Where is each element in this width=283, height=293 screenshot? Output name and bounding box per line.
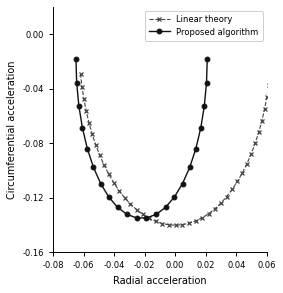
Linear theory <box>94 143 97 146</box>
Proposed algorithm <box>145 216 148 220</box>
Linear theory <box>79 72 82 76</box>
Linear theory <box>257 130 260 134</box>
Linear theory <box>154 220 157 223</box>
Linear theory <box>102 163 106 167</box>
Linear theory <box>245 162 249 165</box>
Proposed algorithm <box>75 81 78 84</box>
Linear theory <box>161 222 164 225</box>
Proposed algorithm <box>155 213 158 216</box>
Line: Linear theory: Linear theory <box>78 6 274 228</box>
Linear theory <box>267 83 270 86</box>
Linear theory <box>254 142 257 145</box>
Proposed algorithm <box>135 216 138 220</box>
Linear theory <box>82 97 85 101</box>
Linear theory <box>129 202 132 206</box>
Linear theory <box>241 171 244 175</box>
Proposed algorithm <box>107 195 110 199</box>
Proposed algorithm <box>74 57 78 61</box>
Linear theory <box>269 19 273 23</box>
Linear theory <box>230 188 234 191</box>
Linear theory <box>98 154 101 157</box>
Proposed algorithm <box>164 206 167 209</box>
Proposed algorithm <box>125 213 129 216</box>
Proposed algorithm <box>77 104 81 108</box>
Proposed algorithm <box>205 81 208 84</box>
Proposed algorithm <box>181 182 184 185</box>
Proposed algorithm <box>205 57 209 61</box>
Linear theory <box>112 181 115 185</box>
Linear theory <box>87 121 91 125</box>
Linear theory <box>80 85 84 88</box>
Proposed algorithm <box>203 104 206 108</box>
Linear theory <box>194 219 198 223</box>
Linear theory <box>225 195 228 198</box>
Proposed algorithm <box>81 126 84 130</box>
Linear theory <box>265 95 269 99</box>
Proposed algorithm <box>86 147 89 150</box>
Linear theory <box>123 196 126 200</box>
Linear theory <box>167 223 171 226</box>
Linear theory <box>268 70 272 74</box>
Line: Proposed algorithm: Proposed algorithm <box>74 56 210 220</box>
X-axis label: Radial acceleration: Radial acceleration <box>113 276 207 286</box>
Linear theory <box>250 152 253 155</box>
Linear theory <box>201 216 204 219</box>
Linear theory <box>268 6 271 10</box>
Linear theory <box>270 32 273 35</box>
Linear theory <box>263 107 266 111</box>
Linear theory <box>260 119 263 123</box>
Linear theory <box>270 45 273 48</box>
Linear theory <box>236 180 239 183</box>
Linear theory <box>174 224 177 227</box>
Linear theory <box>117 189 121 193</box>
Proposed algorithm <box>99 182 102 185</box>
Y-axis label: Circumferential acceleration: Circumferential acceleration <box>7 60 17 199</box>
Linear theory <box>207 212 210 215</box>
Proposed algorithm <box>116 206 119 209</box>
Linear theory <box>135 208 138 212</box>
Legend: Linear theory, Proposed algorithm: Linear theory, Proposed algorithm <box>145 11 263 41</box>
Proposed algorithm <box>173 195 176 199</box>
Linear theory <box>141 213 145 216</box>
Proposed algorithm <box>188 166 191 169</box>
Linear theory <box>213 207 216 211</box>
Linear theory <box>107 173 110 176</box>
Linear theory <box>85 109 88 113</box>
Linear theory <box>219 201 222 205</box>
Linear theory <box>147 217 151 220</box>
Linear theory <box>181 223 184 226</box>
Linear theory <box>91 132 94 136</box>
Linear theory <box>187 222 191 225</box>
Linear theory <box>269 57 273 61</box>
Proposed algorithm <box>199 126 202 130</box>
Proposed algorithm <box>194 147 198 150</box>
Proposed algorithm <box>92 166 95 169</box>
